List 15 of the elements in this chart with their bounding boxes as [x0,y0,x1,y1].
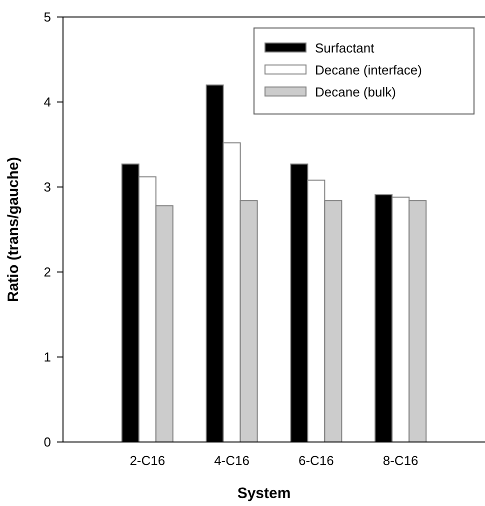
y-tick-label: 0 [44,434,51,450]
legend-label: Surfactant [315,40,375,56]
y-tick-label: 5 [44,10,51,25]
y-axis-title: Ratio (trans/gauche) [5,156,22,302]
y-tick-label: 4 [44,94,51,110]
x-tick-label: 2-C16 [130,453,166,468]
x-tick-label: 8-C16 [382,453,418,468]
x-tick-label: 4-C16 [214,453,250,468]
legend-label: Decane (interface) [315,62,422,78]
y-tick-label: 1 [44,350,51,365]
y-tick-label: 2 [44,264,51,280]
y-tick-label: 3 [44,180,51,195]
legend-label: Decane (bulk) [315,84,396,100]
x-tick-label: 6-C16 [298,453,334,468]
x-axis-title: System [237,485,291,502]
